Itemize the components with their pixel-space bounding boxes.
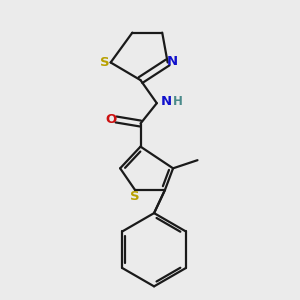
Text: N: N [167, 55, 178, 68]
Text: S: S [130, 190, 140, 203]
Text: N: N [161, 95, 172, 108]
Text: H: H [173, 95, 183, 108]
Text: S: S [100, 56, 110, 69]
Text: O: O [105, 113, 116, 126]
